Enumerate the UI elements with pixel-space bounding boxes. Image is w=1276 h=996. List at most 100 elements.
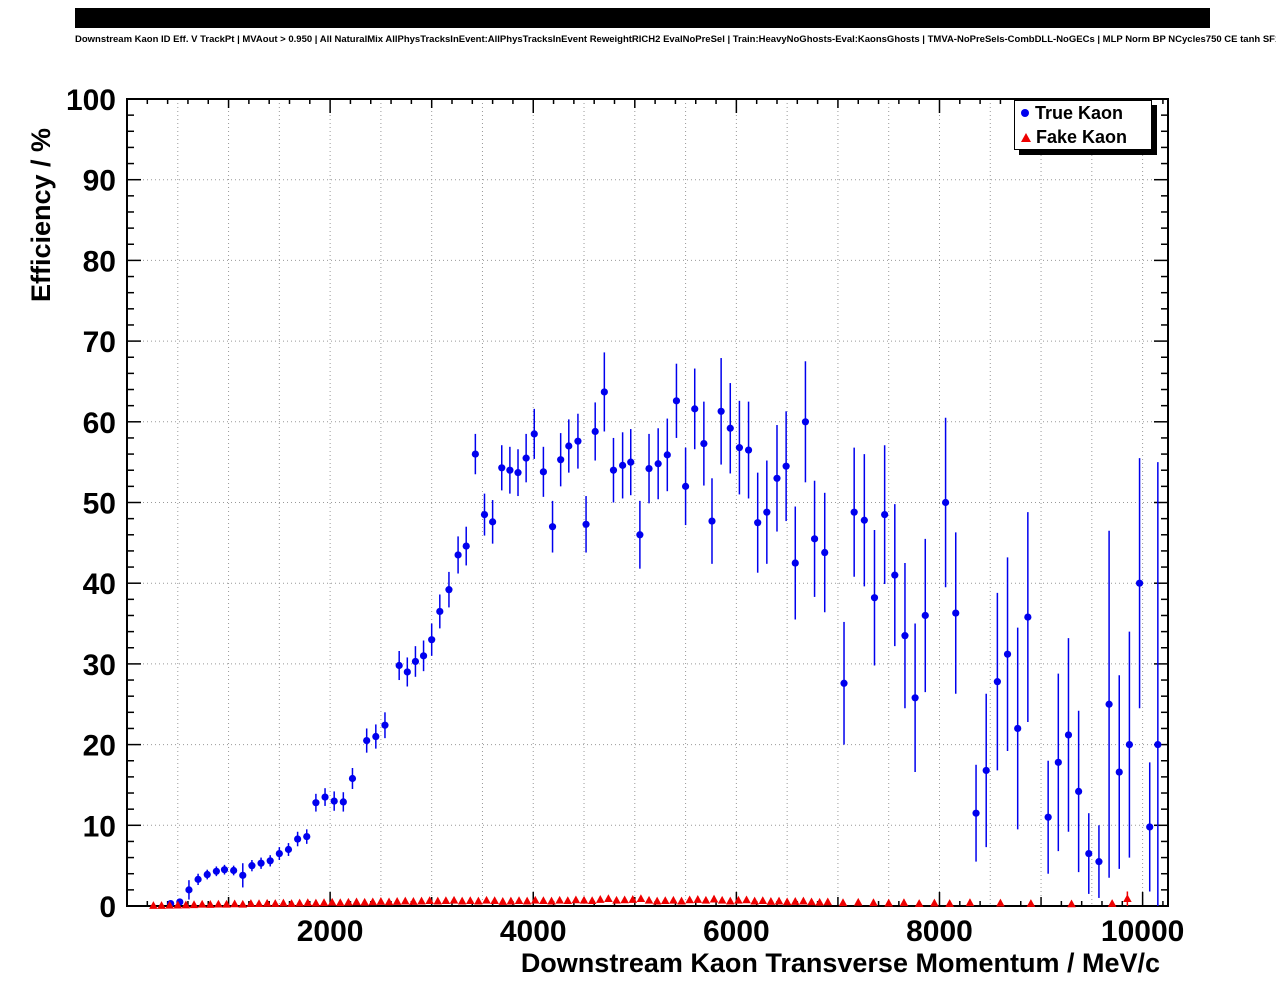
y-tick-label: 60 <box>83 407 116 440</box>
data-point-fake-kaon <box>384 897 394 906</box>
data-point-true-kaon <box>348 774 357 783</box>
y-tick-label: 10 <box>83 810 116 843</box>
data-point-fake-kaon <box>246 899 256 907</box>
data-point-fake-kaon <box>1026 899 1036 907</box>
data-point-true-kaon <box>395 661 403 670</box>
data-point-fake-kaon <box>899 898 909 907</box>
data-point-fake-kaon <box>669 895 678 904</box>
data-point-fake-kaon <box>1123 894 1132 903</box>
data-point-true-kaon <box>1146 823 1154 831</box>
y-tick-label: 100 <box>66 84 116 117</box>
data-point-fake-kaon <box>644 895 654 904</box>
legend-entry-true-kaon: True Kaon <box>1015 102 1151 124</box>
data-point-true-kaon <box>548 523 557 531</box>
data-point-fake-kaon <box>352 897 361 906</box>
y-tick-label: 80 <box>83 245 116 278</box>
data-point-true-kaon <box>203 870 211 879</box>
data-point-true-kaon <box>445 586 453 594</box>
y-tick-label: 0 <box>99 891 116 924</box>
data-point-true-kaon <box>952 609 960 617</box>
data-point-true-kaon <box>609 466 618 474</box>
data-point-fake-kaon <box>884 898 894 907</box>
data-point-true-kaon <box>303 832 311 841</box>
data-point-fake-kaon <box>392 897 402 905</box>
y-tick-label: 20 <box>83 730 116 763</box>
data-point-fake-kaon <box>335 898 345 907</box>
data-point-true-kaon <box>363 736 371 745</box>
x-tick-label: 2000 <box>297 915 364 948</box>
data-point-true-kaon <box>480 511 489 519</box>
data-point-fake-kaon <box>189 900 199 909</box>
data-point-true-kaon <box>708 517 716 525</box>
data-point-fake-kaon <box>758 896 768 905</box>
data-point-true-kaon <box>972 809 980 817</box>
data-point-true-kaon <box>791 559 799 567</box>
data-point-true-kaon <box>294 835 302 843</box>
data-point-fake-kaon <box>417 896 426 905</box>
data-point-true-kaon <box>530 430 538 438</box>
x-tick-label: 8000 <box>906 915 973 948</box>
data-point-fake-kaon <box>530 895 540 904</box>
legend-entry-fake-kaon: Fake Kaon <box>1015 126 1151 148</box>
data-point-true-kaon <box>810 535 819 543</box>
data-point-fake-kaon <box>547 896 556 905</box>
y-tick-label: 90 <box>83 165 116 198</box>
data-point-fake-kaon <box>157 901 166 909</box>
data-point-fake-kaon <box>376 897 386 905</box>
data-point-fake-kaon <box>701 895 711 904</box>
data-point-fake-kaon <box>853 897 863 906</box>
data-point-true-kaon <box>911 694 919 702</box>
data-point-true-kaon <box>1135 579 1144 587</box>
data-point-true-kaon <box>1064 731 1073 739</box>
data-point-true-kaon <box>619 461 627 469</box>
data-point-fake-kaon <box>409 897 418 905</box>
data-point-true-kaon <box>321 793 329 801</box>
data-point-fake-kaon <box>344 897 353 906</box>
data-point-true-kaon <box>539 468 548 476</box>
data-point-fake-kaon <box>636 894 646 903</box>
y-tick-label: 50 <box>83 488 116 521</box>
data-point-fake-kaon <box>693 895 703 903</box>
data-point-true-kaon <box>744 446 753 454</box>
data-point-fake-kaon <box>799 896 808 905</box>
data-point-true-kaon <box>248 862 256 870</box>
data-point-fake-kaon <box>238 899 248 908</box>
x-tick-label: 10000 <box>1101 915 1184 948</box>
data-point-fake-kaon <box>230 899 239 908</box>
data-point-fake-kaon <box>563 896 573 905</box>
data-point-true-kaon <box>860 516 868 524</box>
data-point-fake-kaon <box>327 897 337 906</box>
title-banner <box>75 8 1210 28</box>
data-point-fake-kaon <box>571 895 581 904</box>
true-kaon-marker-icon <box>1021 109 1029 117</box>
data-point-fake-kaon <box>604 894 613 903</box>
x-axis-title: Downstream Kaon Transverse Momentum / Me… <box>520 948 1160 978</box>
data-point-true-kaon <box>801 418 810 426</box>
data-point-true-kaon <box>462 542 470 550</box>
plot-frame <box>126 98 1169 907</box>
data-point-fake-kaon <box>628 895 638 903</box>
data-point-true-kaon <box>1154 741 1162 749</box>
plot-title: Downstream Kaon ID Eff. V TrackPt | MVAo… <box>75 34 1276 45</box>
data-point-true-kaon <box>574 437 582 445</box>
data-point-fake-kaon <box>514 896 524 905</box>
data-point-fake-kaon <box>222 899 231 908</box>
data-point-true-kaon <box>1024 613 1032 621</box>
data-point-true-kaon <box>870 594 879 602</box>
data-point-true-kaon <box>1003 650 1012 658</box>
data-point-true-kaon <box>565 442 573 450</box>
data-point-fake-kaon <box>254 899 264 908</box>
data-point-fake-kaon <box>807 897 816 906</box>
data-point-true-kaon <box>266 857 274 865</box>
data-point-true-kaon <box>471 450 479 458</box>
data-point-fake-kaon <box>165 900 174 909</box>
data-point-fake-kaon <box>965 898 975 907</box>
data-point-true-kaon <box>239 871 247 879</box>
data-point-true-kaon <box>339 798 347 806</box>
data-point-true-kaon <box>773 474 781 482</box>
data-point-true-kaon <box>881 511 889 519</box>
data-point-true-kaon <box>220 866 229 874</box>
data-point-true-kaon <box>901 632 909 640</box>
data-point-true-kaon <box>372 732 380 741</box>
